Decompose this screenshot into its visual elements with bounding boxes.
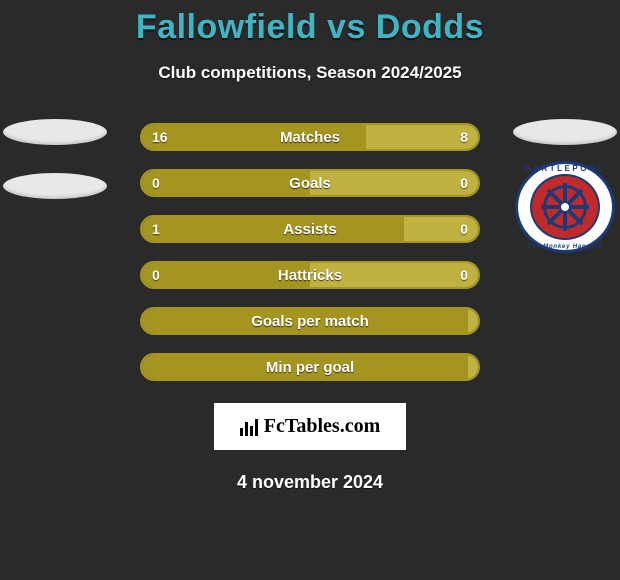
comparison-panel: HARTLEPOOL The Monkey Hangers 168Matches…	[0, 123, 620, 381]
bar-chart-icon	[240, 418, 258, 436]
right-club-logo-top	[510, 119, 620, 145]
brand-badge: FcTables.com	[214, 403, 406, 450]
stat-right-segment	[468, 309, 478, 333]
stat-row: Min per goal	[140, 353, 480, 381]
right-club-logo-hartlepool: HARTLEPOOL The Monkey Hangers	[510, 161, 620, 253]
brand-text: FcTables.com	[264, 415, 380, 438]
stat-right-value: 8	[460, 129, 468, 145]
stat-left-segment	[142, 355, 468, 379]
badge-text-bottom: The Monkey Hangers	[515, 161, 615, 253]
stat-row: 00Hattricks	[140, 261, 480, 289]
ellipse-logo	[3, 119, 107, 145]
stat-left-value: 0	[152, 175, 160, 191]
stat-right-segment: 0	[310, 263, 478, 287]
stat-left-segment	[142, 309, 468, 333]
stat-row: 00Goals	[140, 169, 480, 197]
stat-left-segment: 16	[142, 125, 366, 149]
stat-row: 168Matches	[140, 123, 480, 151]
stat-right-segment: 0	[310, 171, 478, 195]
stat-left-value: 16	[152, 129, 168, 145]
stat-left-segment: 1	[142, 217, 404, 241]
stat-left-segment: 0	[142, 171, 310, 195]
left-club-logo-mid	[0, 173, 110, 199]
stat-left-value: 0	[152, 267, 160, 283]
stat-left-segment: 0	[142, 263, 310, 287]
subtitle: Club competitions, Season 2024/2025	[0, 63, 620, 83]
ellipse-logo	[513, 119, 617, 145]
stat-right-value: 0	[460, 221, 468, 237]
stat-right-segment: 8	[366, 125, 478, 149]
ellipse-logo	[3, 173, 107, 199]
stat-right-segment	[468, 355, 478, 379]
stat-bars: 168Matches00Goals10Assists00HattricksGoa…	[140, 123, 480, 381]
page-title: Fallowfield vs Dodds	[0, 0, 620, 47]
stat-left-value: 1	[152, 221, 160, 237]
stat-row: 10Assists	[140, 215, 480, 243]
stat-right-value: 0	[460, 175, 468, 191]
stat-right-value: 0	[460, 267, 468, 283]
left-club-logo-top	[0, 119, 110, 145]
stat-right-segment: 0	[404, 217, 478, 241]
date-label: 4 november 2024	[0, 472, 620, 493]
stat-row: Goals per match	[140, 307, 480, 335]
footer: FcTables.com 4 november 2024	[0, 399, 620, 493]
hartlepool-badge: HARTLEPOOL The Monkey Hangers	[515, 161, 615, 253]
